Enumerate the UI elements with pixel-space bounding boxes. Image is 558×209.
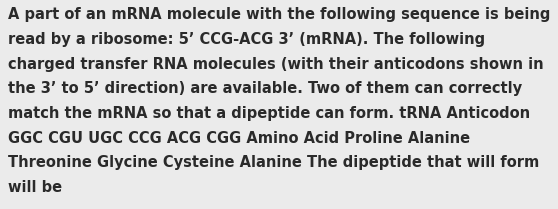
Text: A part of an mRNA molecule with the following sequence is being: A part of an mRNA molecule with the foll… bbox=[8, 7, 551, 22]
Text: Threonine Glycine Cysteine Alanine The dipeptide that will form: Threonine Glycine Cysteine Alanine The d… bbox=[8, 155, 540, 170]
Text: match the mRNA so that a dipeptide can form. tRNA Anticodon: match the mRNA so that a dipeptide can f… bbox=[8, 106, 531, 121]
Text: GGC CGU UGC CCG ACG CGG Amino Acid Proline Alanine: GGC CGU UGC CCG ACG CGG Amino Acid Proli… bbox=[8, 131, 470, 146]
Text: charged transfer RNA molecules (with their anticodons shown in: charged transfer RNA molecules (with the… bbox=[8, 57, 544, 72]
Text: the 3’ to 5’ direction) are available. Two of them can correctly: the 3’ to 5’ direction) are available. T… bbox=[8, 81, 522, 96]
Text: read by a ribosome: 5’ CCG-ACG 3’ (mRNA). The following: read by a ribosome: 5’ CCG-ACG 3’ (mRNA)… bbox=[8, 32, 485, 47]
Text: will be: will be bbox=[8, 180, 62, 195]
